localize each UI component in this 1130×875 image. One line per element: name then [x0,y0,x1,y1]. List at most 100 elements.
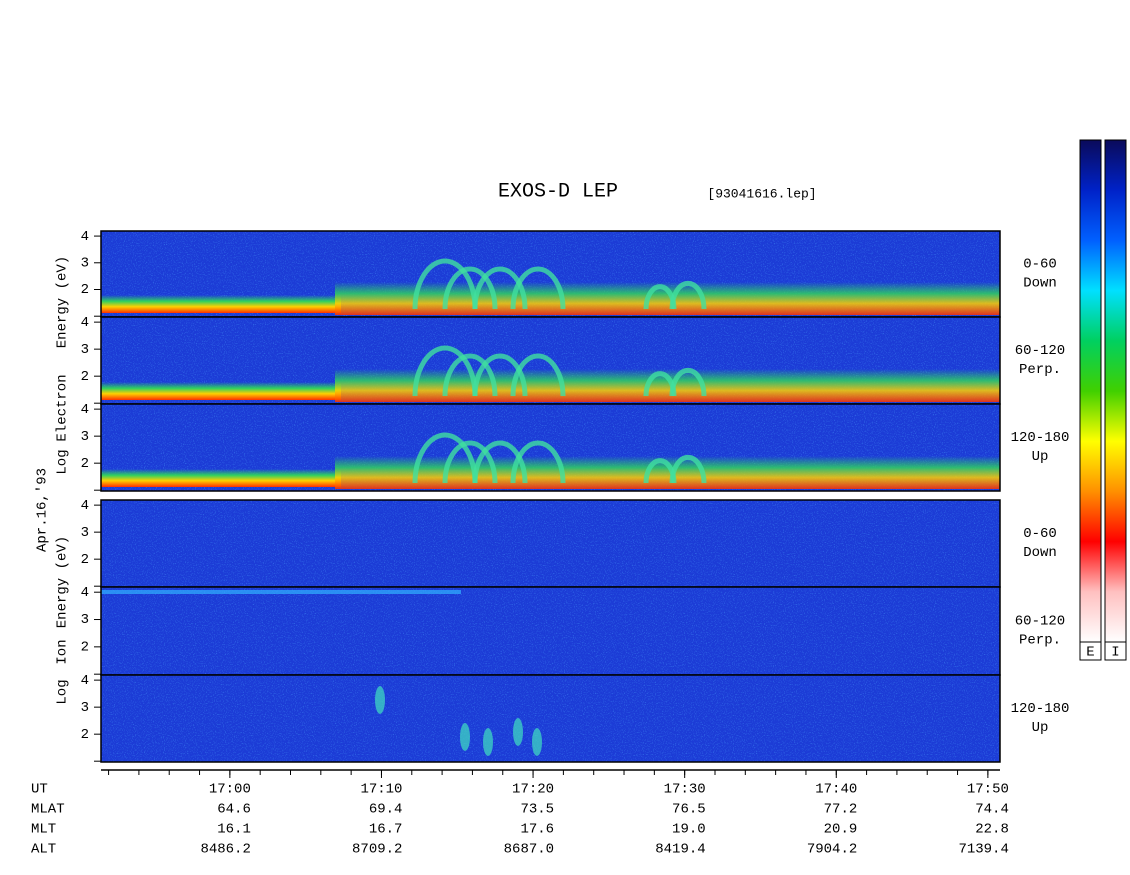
y-tick-label: 4 [81,402,89,418]
ephemeris-value: 77.2 [824,802,858,818]
ion-burst [483,728,493,756]
ephemeris-value: 7904.2 [807,842,857,858]
y-tick-label: 2 [81,640,89,656]
precipitation-arc [412,345,478,397]
chart-subtitle: [93041616.lep] [707,186,816,201]
panel-label: Up [1032,449,1049,465]
panel-label: Up [1032,720,1049,736]
ion-burst [532,728,542,756]
panel-label: 120-180 [1011,430,1070,446]
y-tick-label: 3 [81,429,89,445]
y-tick-label: 3 [81,700,89,716]
ephemeris-value: 16.7 [369,822,403,838]
y-tick-label: 4 [81,585,89,601]
x-tick-label: 17:50 [967,782,1009,798]
ephemeris-value: 8419.4 [655,842,705,858]
y-tick-label: 3 [81,255,89,271]
y-tick-label: 3 [81,342,89,358]
ephemeris-value: 64.6 [217,802,251,818]
precipitation-arc [472,353,528,397]
spectrogram-speckle [101,500,1000,587]
x-tick-label: 17:20 [512,782,554,798]
y-tick-label: 2 [81,282,89,298]
precipitation-arc [442,353,498,397]
axis-label: Ion [55,639,71,664]
ephemeris-value: 19.0 [672,822,706,838]
colorbar-label: E [1086,645,1094,661]
electron-band [101,382,341,400]
precipitation-arc [669,280,707,310]
ephemeris-name: ALT [31,842,56,858]
colorbar [1104,139,1127,643]
panel-label: Perp. [1019,633,1061,649]
x-tick-label: 17:00 [209,782,251,798]
precipitation-arc [510,440,566,484]
ephemeris-value: 73.5 [520,802,554,818]
ephemeris-value: 20.9 [824,822,858,838]
ephemeris-value: 8709.2 [352,842,402,858]
ephemeris-value: 7139.4 [958,842,1008,858]
precipitation-arc [510,353,566,397]
axis-label: Energy (eV) [55,256,71,348]
precipitation-arc [442,266,498,310]
ephemeris-value: 22.8 [975,822,1009,838]
x-tick-label: 17:40 [815,782,857,798]
y-tick-label: 2 [81,456,89,472]
spectrogram-speckle [101,675,1000,762]
colorbar [1079,139,1102,643]
axis-label: Electron [55,374,71,441]
chart-title: EXOS-D LEP [498,180,618,203]
colorbar-label: I [1111,645,1119,661]
ephemeris-value: 74.4 [975,802,1009,818]
y-tick-label: 3 [81,612,89,628]
x-tick-label: 17:30 [664,782,706,798]
precipitation-arc [472,440,528,484]
ephemeris-value: 17.6 [520,822,554,838]
y-tick-label: 2 [81,727,89,743]
spectrogram-speckle [101,587,1000,675]
ephemeris-value: 16.1 [217,822,251,838]
y-tick-label: 4 [81,229,89,245]
panel-label: Down [1023,545,1057,561]
panel-frame [100,403,1001,492]
axis-label: Log [55,449,71,474]
y-tick-label: 3 [81,525,89,541]
precipitation-arc [669,454,707,484]
precipitation-arc [510,266,566,310]
panel-label: 0-60 [1023,526,1057,542]
ephemeris-value: 69.4 [369,802,403,818]
ephemeris-value: 76.5 [672,802,706,818]
ephemeris-value: 8486.2 [200,842,250,858]
ion-burst [460,723,470,751]
axis-label: Log [55,679,71,704]
y-tick-label: 2 [81,552,89,568]
y-tick-label: 2 [81,369,89,385]
colorbar-label-box [1079,641,1102,661]
colorbar-label-box [1104,641,1127,661]
panel-label: Down [1023,276,1057,292]
panel-label: 60-120 [1015,343,1065,359]
ephemeris-name: MLAT [31,802,65,818]
y-tick-label: 4 [81,498,89,514]
panel-label: 0-60 [1023,257,1057,273]
ion-burst [513,718,523,746]
x-tick-label: 17:10 [360,782,402,798]
panel-label: Perp. [1019,362,1061,378]
ion-band [101,590,461,594]
precipitation-arc [442,440,498,484]
precipitation-arc [472,266,528,310]
panel-label: 60-120 [1015,614,1065,630]
x-axis-label: UT [31,782,48,798]
axis-label: Energy (eV) [55,536,71,628]
y-tick-label: 4 [81,315,89,331]
precipitation-arc [412,432,478,484]
precipitation-arc [412,258,478,310]
electron-band [101,469,341,487]
ephemeris-name: MLT [31,822,56,838]
ion-burst [375,686,385,714]
panel-label: 120-180 [1011,701,1070,717]
axis-label: Apr.16,'93 [35,468,51,552]
panel-frame [100,674,1001,763]
y-tick-label: 4 [81,673,89,689]
